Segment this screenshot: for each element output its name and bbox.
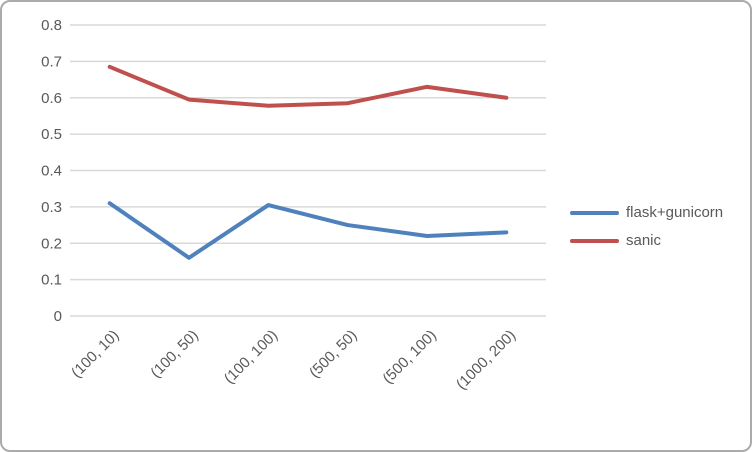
series-line-1-sanic	[107, 64, 509, 108]
series-line-0-flask-gunicorn	[107, 201, 509, 260]
legend-swatch-sanic-line	[570, 238, 619, 243]
legend-label-sanic: sanic	[626, 232, 662, 249]
y-tick-label: 0.8	[41, 17, 62, 34]
y-tick-label: 0.1	[41, 272, 62, 289]
x-category-label: (500, 50)	[306, 327, 360, 381]
x-category-label: (1000, 200)	[453, 327, 519, 393]
legend-item-flask-gunicorn: flask+gunicorn	[570, 203, 723, 222]
y-tick-label: 0	[54, 308, 62, 325]
x-category-label: (100, 50)	[147, 327, 201, 381]
y-tick-label: 0.6	[41, 90, 62, 107]
y-tick-label: 0.5	[41, 126, 62, 143]
chart-legend: flask+gunicorn sanic	[570, 203, 723, 250]
y-tick-label: 0.4	[41, 163, 62, 180]
y-tick-label: 0.7	[41, 53, 62, 70]
x-category-label: (500, 100)	[379, 327, 439, 387]
legend-item-sanic: sanic	[570, 231, 723, 250]
x-category-label: (100, 100)	[221, 327, 281, 387]
y-tick-label: 0.3	[41, 199, 62, 216]
y-tick-label: 0.2	[41, 235, 62, 252]
x-category-label: (100, 10)	[68, 327, 122, 381]
legend-label-flask-gunicorn: flask+gunicorn	[626, 204, 724, 221]
legend-swatch-flask-gunicorn-line	[570, 210, 619, 215]
